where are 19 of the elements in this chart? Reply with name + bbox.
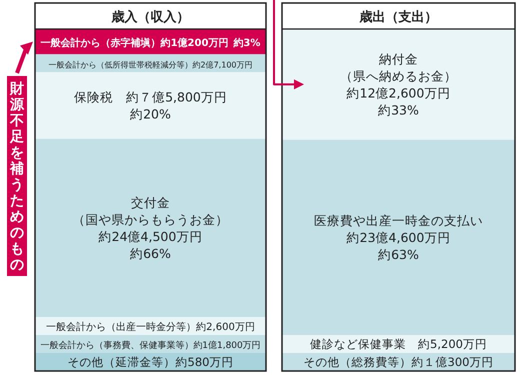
category-label: 一般会計から（事務費、保健事業等）約1億1,800万円: [40, 340, 261, 352]
category-label: その他（総務費等）約１億300万円: [304, 355, 494, 370]
data-label: 約3%: [232, 36, 260, 49]
data-label: 約66%: [130, 246, 172, 261]
category-label: 一般会計から（赤字補塡）約1億200万円: [40, 36, 228, 49]
category-label: 保険税 約７億5,800万円: [74, 90, 227, 105]
category-label: 一般会計から（出産一時金分等）約2,600万円: [46, 321, 255, 334]
category-label: 健診など保健事業 約5,200万円: [310, 337, 487, 352]
category-label: 医療費や出産一時金の支払い約23億4,600万円: [314, 212, 483, 245]
text: 財源不足を補うためのもの: [10, 81, 24, 273]
category-label: 納付金（県へ納めるお金）約12億2,600万円: [340, 51, 457, 100]
data-label: 約33%: [378, 102, 420, 118]
category-label: 一般会計から（低所得世帯税軽減分等）約2億7,100万円: [48, 60, 252, 70]
text: 歳出（支出）: [358, 10, 438, 25]
data-label: 約63%: [378, 246, 420, 262]
category-label: 交付金（国や県からもらうお金）約24億4,500万円: [72, 194, 228, 244]
text: 歳入（収入）: [110, 9, 190, 25]
data-label: 約20%: [130, 106, 172, 122]
category-label: その他（延滞金等）約580万円: [68, 355, 234, 370]
